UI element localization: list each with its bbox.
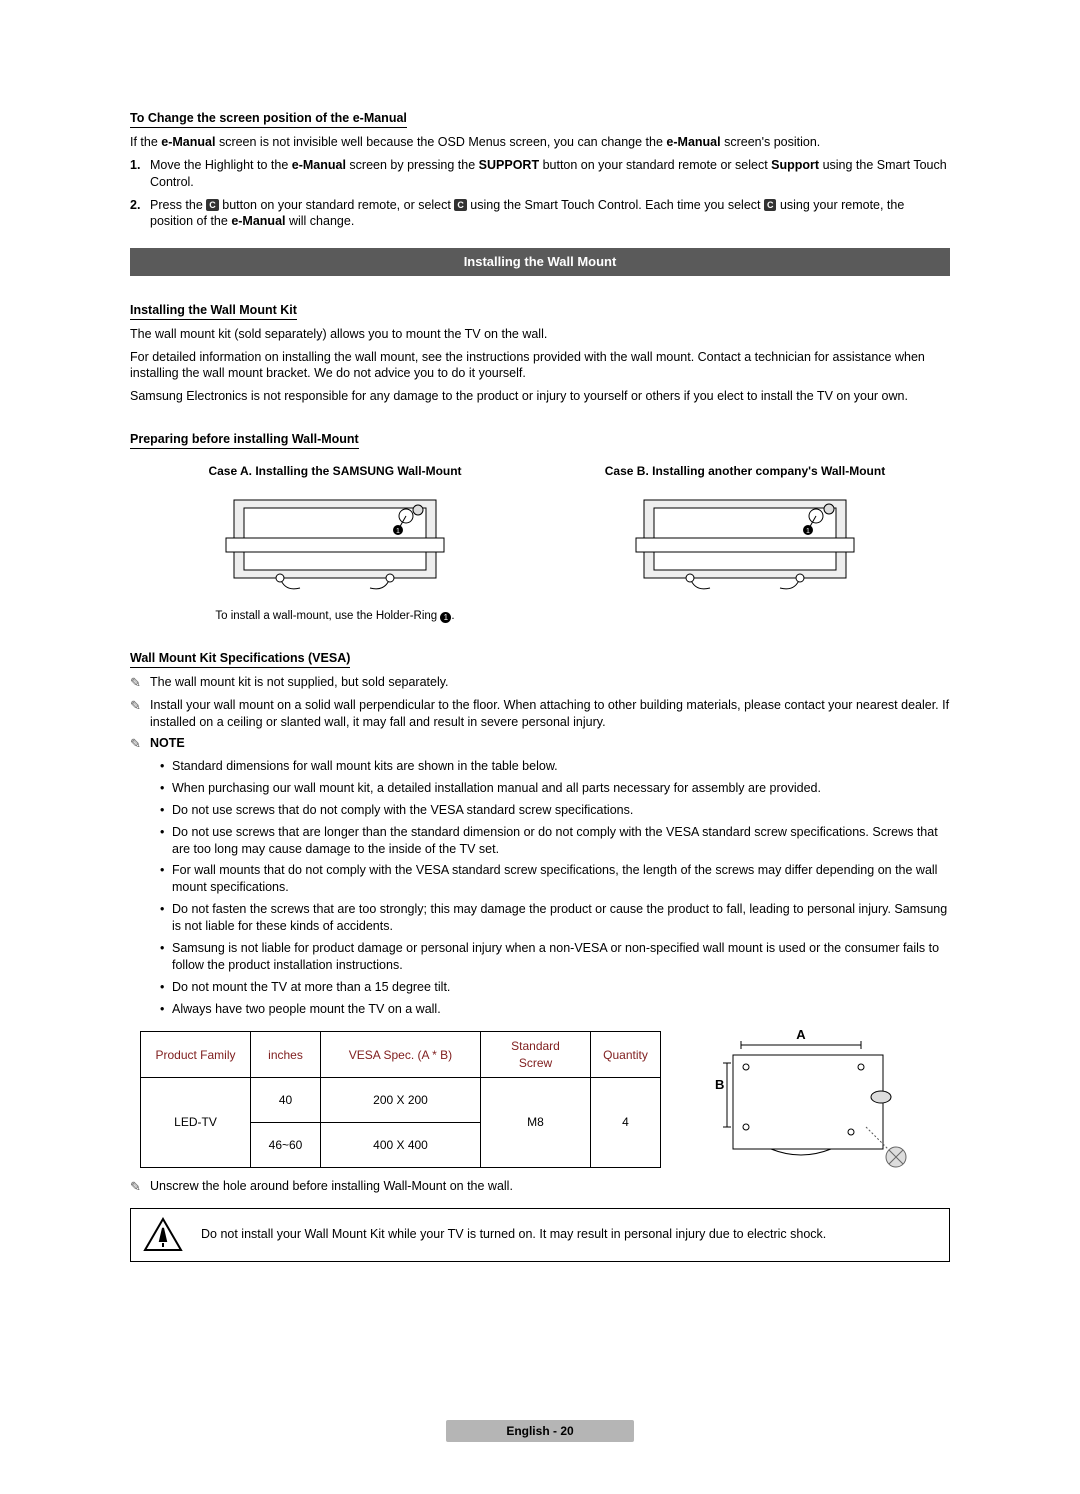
- case-row: Case A. Installing the SAMSUNG Wall-Moun…: [130, 463, 950, 624]
- bullet: Do not use screws that are longer than t…: [160, 824, 950, 858]
- heading-specs: Wall Mount Kit Specifications (VESA): [130, 650, 350, 668]
- t: e-Manual: [161, 135, 215, 149]
- label-b: B: [715, 1077, 724, 1092]
- t: using the Smart Touch Control. Each time…: [467, 198, 764, 212]
- t: .: [451, 610, 454, 622]
- bullet-list: Standard dimensions for wall mount kits …: [130, 758, 950, 1017]
- t: e-Manual: [292, 158, 346, 172]
- th: VESA Spec. (A * B): [321, 1032, 481, 1077]
- note-label-row: ✎ NOTE: [130, 735, 950, 753]
- t: button on your standard remote or select: [539, 158, 771, 172]
- note-icon: ✎: [130, 735, 150, 753]
- td: M8: [481, 1077, 591, 1167]
- th: Product Family: [141, 1032, 251, 1077]
- step-number: 1.: [130, 157, 150, 191]
- para: The wall mount kit (sold separately) all…: [130, 326, 950, 343]
- case-a-title: Case A. Installing the SAMSUNG Wall-Moun…: [204, 463, 465, 479]
- tv-diagram-a: 1: [220, 488, 450, 598]
- page-footer: English - 20: [0, 1420, 1080, 1442]
- bullet: For wall mounts that do not comply with …: [160, 862, 950, 896]
- case-a: Case A. Installing the SAMSUNG Wall-Moun…: [130, 463, 540, 624]
- page: To Change the screen position of the e-M…: [0, 0, 1080, 1494]
- th: inches: [251, 1032, 321, 1077]
- note-body: The wall mount kit is not supplied, but …: [150, 674, 950, 692]
- t: will change.: [286, 214, 355, 228]
- c-button-icon: C: [454, 199, 467, 211]
- heading-change-position: To Change the screen position of the e-M…: [130, 110, 407, 128]
- para: Samsung Electronics is not responsible f…: [130, 388, 950, 405]
- t: Press the: [150, 198, 206, 212]
- step-1: 1. Move the Highlight to the e-Manual sc…: [130, 157, 950, 191]
- c-button-icon: C: [206, 199, 219, 211]
- intro-text: If the e-Manual screen is not invisible …: [130, 134, 950, 151]
- warning-text: Do not install your Wall Mount Kit while…: [201, 1226, 826, 1243]
- note-row: ✎ Unscrew the hole around before install…: [130, 1178, 950, 1196]
- bullet: Do not fasten the screws that are too st…: [160, 901, 950, 935]
- note-row: ✎ Install your wall mount on a solid wal…: [130, 697, 950, 731]
- td: 40: [251, 1077, 321, 1122]
- t: To install a wall-mount, use the Holder-…: [215, 610, 440, 622]
- t: screen is not invisible well because the…: [215, 135, 666, 149]
- t: screen's position.: [721, 135, 821, 149]
- bullet: Standard dimensions for wall mount kits …: [160, 758, 950, 775]
- step-body: Press the C button on your standard remo…: [150, 197, 950, 231]
- th: Quantity: [591, 1032, 661, 1077]
- td: 200 X 200: [321, 1077, 481, 1122]
- td: 46~60: [251, 1122, 321, 1167]
- case-b-title: Case B. Installing another company's Wal…: [601, 463, 889, 479]
- section-banner: Installing the Wall Mount: [130, 248, 950, 276]
- note-row: ✎ The wall mount kit is not supplied, bu…: [130, 674, 950, 692]
- step-number: 2.: [130, 197, 150, 231]
- ref-number-icon: 1: [440, 612, 451, 623]
- bullet: Do not mount the TV at more than a 15 de…: [160, 979, 950, 996]
- td: 400 X 400: [321, 1122, 481, 1167]
- ab-dimension-diagram: A B: [701, 1027, 911, 1177]
- note-icon: ✎: [130, 674, 150, 692]
- t: SUPPORT: [479, 158, 539, 172]
- svg-text:1: 1: [396, 528, 400, 535]
- label-a: A: [796, 1027, 806, 1042]
- bullet: Samsung is not liable for product damage…: [160, 940, 950, 974]
- bullet: Do not use screws that do not comply wit…: [160, 802, 950, 819]
- warning-box: Do not install your Wall Mount Kit while…: [130, 1208, 950, 1262]
- note-icon: ✎: [130, 1178, 150, 1196]
- t: Move the Highlight to the: [150, 158, 292, 172]
- t: button on your standard remote, or selec…: [219, 198, 455, 212]
- footer-pill: English - 20: [446, 1420, 633, 1442]
- numbered-steps: 1. Move the Highlight to the e-Manual sc…: [130, 157, 950, 231]
- c-button-icon: C: [764, 199, 777, 211]
- t: If the: [130, 135, 161, 149]
- para: For detailed information on installing t…: [130, 349, 950, 383]
- table-and-diagram: Product Family inches VESA Spec. (A * B)…: [130, 1025, 950, 1178]
- t: e-Manual: [666, 135, 720, 149]
- th: Standard Screw: [481, 1032, 591, 1077]
- bullet: Always have two people mount the TV on a…: [160, 1001, 950, 1018]
- warning-icon: [143, 1217, 183, 1253]
- tv-diagram-b: 1: [630, 488, 860, 598]
- note-icon: ✎: [130, 697, 150, 731]
- t: Support: [771, 158, 819, 172]
- diagram-caption: To install a wall-mount, use the Holder-…: [130, 609, 540, 625]
- td: LED-TV: [141, 1077, 251, 1167]
- t: screen by pressing the: [346, 158, 479, 172]
- step-2: 2. Press the C button on your standard r…: [130, 197, 950, 231]
- case-b: Case B. Installing another company's Wal…: [540, 463, 950, 624]
- note-label: NOTE: [150, 735, 950, 753]
- heading-install-kit: Installing the Wall Mount Kit: [130, 302, 297, 320]
- spec-table: Product Family inches VESA Spec. (A * B)…: [140, 1031, 661, 1168]
- step-body: Move the Highlight to the e-Manual scree…: [150, 157, 950, 191]
- heading-preparing: Preparing before installing Wall-Mount: [130, 431, 359, 449]
- bullet: When purchasing our wall mount kit, a de…: [160, 780, 950, 797]
- t: e-Manual: [231, 214, 285, 228]
- td: 4: [591, 1077, 661, 1167]
- note-body: Unscrew the hole around before installin…: [150, 1178, 950, 1196]
- note-body: Install your wall mount on a solid wall …: [150, 697, 950, 731]
- svg-text:1: 1: [806, 528, 810, 535]
